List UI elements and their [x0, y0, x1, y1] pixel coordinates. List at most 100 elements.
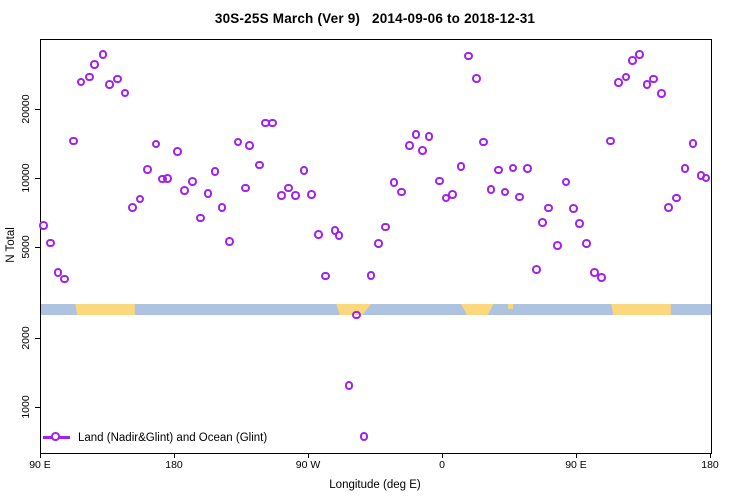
data-point-marker [76, 77, 86, 87]
data-point-marker [334, 231, 344, 240]
land-segment-africa [460, 303, 494, 316]
data-point-marker [299, 166, 309, 175]
data-point-marker [544, 203, 554, 213]
x-tick-mark [576, 453, 577, 458]
legend-label: Land (Nadir&Glint) and Ocean (Glint) [78, 431, 268, 444]
chart-title: 30S-25S March (Ver 9) 2014-09-06 to 2018… [214, 11, 536, 26]
land-ocean-map-band [41, 303, 711, 316]
data-point-marker [634, 50, 644, 59]
data-point-marker [523, 164, 532, 173]
data-point-marker [352, 310, 361, 320]
data-point-marker [574, 219, 584, 228]
data-point-marker [45, 238, 55, 248]
data-point-marker [424, 132, 434, 141]
data-point-marker [255, 160, 264, 170]
data-point-marker [494, 165, 503, 175]
y-tick-label: 20000 [20, 94, 32, 124]
data-point-marker [366, 271, 376, 280]
data-point-marker [486, 185, 496, 194]
x-tick-mark [174, 453, 175, 458]
data-point-marker [642, 80, 652, 89]
data-point-marker [456, 162, 466, 171]
data-point-marker [128, 203, 137, 212]
y-tick-mark [35, 246, 40, 248]
data-point-marker [225, 236, 234, 246]
data-point-marker [680, 164, 690, 173]
y-tick-label: 1000 [20, 395, 32, 419]
data-point-marker [104, 79, 114, 89]
data-point-marker [614, 78, 623, 88]
data-point-marker [500, 187, 510, 197]
land-segment-australia [75, 303, 135, 316]
data-point-marker [389, 178, 399, 187]
data-point-marker [448, 190, 457, 199]
data-point-marker [538, 218, 547, 227]
data-point-marker [217, 203, 227, 212]
data-point-marker [561, 177, 571, 187]
data-point-marker [85, 72, 94, 82]
data-point-marker [135, 194, 145, 204]
data-point-marker [701, 173, 711, 183]
x-tick-mark [710, 453, 711, 458]
data-point-marker [606, 136, 615, 146]
data-point-marker [203, 189, 213, 198]
data-point-marker [291, 191, 300, 200]
data-point-marker [664, 203, 673, 212]
legend: Land (Nadir&Glint) and Ocean (Glint) [43, 431, 267, 444]
data-point-marker [320, 271, 330, 281]
data-point-marker [532, 265, 541, 274]
land-segment-south-america [336, 303, 371, 316]
data-point-marker [69, 136, 78, 146]
data-point-marker [151, 139, 161, 149]
data-point-marker [196, 213, 205, 223]
y-tick-label: 10000 [20, 163, 32, 193]
data-point-marker [359, 431, 369, 441]
y-tick-mark [35, 177, 40, 179]
data-point-marker [241, 183, 250, 193]
data-point-marker [173, 146, 182, 156]
data-point-marker [60, 274, 69, 284]
x-tick-label: 0 [439, 459, 445, 471]
data-point-marker [277, 191, 286, 200]
data-point-marker [188, 177, 197, 187]
y-tick-label: 5000 [20, 235, 32, 259]
data-point-marker [552, 240, 562, 250]
y-tick-mark [35, 337, 40, 339]
data-point-marker [113, 74, 122, 84]
data-point-marker [306, 190, 316, 199]
legend-circle-icon [51, 432, 60, 441]
x-tick-label: 180 [701, 459, 719, 471]
data-point-marker [39, 221, 48, 230]
x-tick-label: 90 W [295, 459, 321, 471]
x-axis-title: Longitude (deg E) [329, 479, 421, 491]
y-tick-mark [35, 108, 40, 110]
data-point-marker [90, 60, 99, 69]
data-point-marker [649, 74, 658, 84]
data-point-marker [471, 74, 481, 83]
x-tick-label: 180 [165, 459, 183, 471]
plot-area: Land (Nadir&Glint) and Ocean (Glint) [39, 39, 712, 454]
x-tick-mark [40, 453, 41, 458]
data-point-marker [233, 137, 243, 147]
data-point-marker [344, 381, 354, 390]
data-point-marker [245, 141, 254, 150]
data-point-marker [621, 72, 631, 82]
data-point-marker [628, 56, 637, 65]
data-point-marker [418, 146, 427, 155]
y-axis-title: N Total [5, 227, 17, 263]
data-point-marker [464, 51, 473, 61]
data-point-marker [210, 167, 220, 176]
data-point-marker [688, 139, 698, 148]
data-point-marker [479, 137, 488, 147]
data-point-marker [98, 50, 108, 59]
x-tick-label: 90 E [29, 459, 51, 471]
legend-marker-icon [43, 431, 70, 444]
y-tick-label: 2000 [20, 326, 32, 350]
data-point-marker [405, 141, 414, 150]
data-point-marker [120, 88, 130, 98]
data-point-marker [397, 187, 406, 197]
data-point-marker [508, 163, 518, 173]
data-point-marker [590, 268, 599, 277]
data-point-marker [284, 183, 293, 193]
land-segment-madagascar [508, 303, 514, 309]
